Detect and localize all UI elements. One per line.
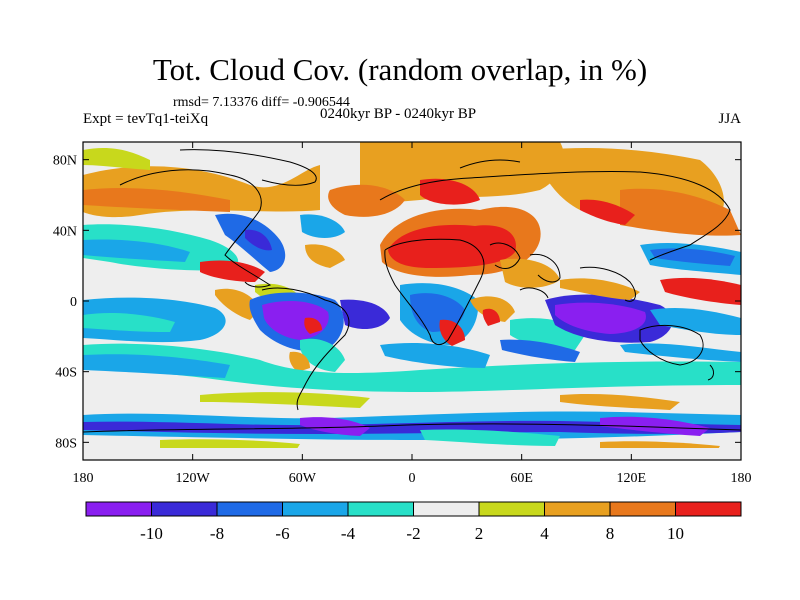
lon-tick-label: 180: [73, 471, 94, 486]
colorbar-label: 10: [667, 524, 684, 543]
map-title: Tot. Cloud Cov. (random overlap, in %): [152, 52, 648, 87]
lat-tick-label: 0: [70, 295, 77, 310]
lon-tick-label: 120E: [617, 471, 647, 486]
colorbar-label: 8: [606, 524, 615, 543]
lon-tick-label: 0: [409, 471, 416, 486]
period-label: 0240kyr BP - 0240kyr BP: [320, 106, 477, 122]
colorbar-swatch: [413, 501, 480, 517]
coastlines: [83, 149, 741, 433]
colorbar-swatch: [85, 501, 152, 517]
stats-label: rmsd= 7.13376 diff= -0.906544: [173, 95, 350, 110]
colorbar-swatch: [609, 501, 676, 517]
colorbar-label: 4: [540, 524, 549, 543]
colorbar-label: -2: [406, 524, 420, 543]
colorbar-swatch: [544, 501, 611, 517]
lon-tick-label: 60E: [510, 471, 533, 486]
colorbar-label: -4: [341, 524, 356, 543]
cloud-anomaly-field: [83, 142, 741, 460]
colorbar-label: 2: [475, 524, 484, 543]
colorbar-label: -6: [275, 524, 289, 543]
lon-tick-label: 180: [731, 471, 752, 486]
lat-tick-label: 80S: [55, 436, 77, 451]
colorbar-label: -8: [210, 524, 224, 543]
season-label: JJA: [718, 111, 741, 127]
colorbar-swatch: [347, 501, 414, 517]
lon-tick-label: 60W: [289, 471, 317, 486]
experiment-label: Expt = tevTq1-teiXq: [83, 111, 209, 127]
colorbar-label: -10: [140, 524, 163, 543]
colorbar-swatch: [151, 501, 218, 517]
colorbar-swatch: [478, 501, 545, 517]
colorbar-swatch: [282, 501, 349, 517]
colorbar-swatch: [675, 501, 742, 517]
lon-tick-label: 120W: [176, 471, 211, 486]
longitude-axis: 180 120W 60W 0 60E 120E 180: [73, 142, 752, 486]
colorbar-swatch: [216, 501, 283, 517]
lat-tick-label: 40S: [55, 366, 77, 381]
latitude-axis: 80N 40N 0 40S 80S: [53, 154, 741, 451]
colorbar: -10 -8 -6 -4 -2 2 4 8 10: [85, 501, 742, 543]
lat-tick-label: 40N: [53, 224, 77, 239]
lat-tick-label: 80N: [53, 154, 77, 169]
